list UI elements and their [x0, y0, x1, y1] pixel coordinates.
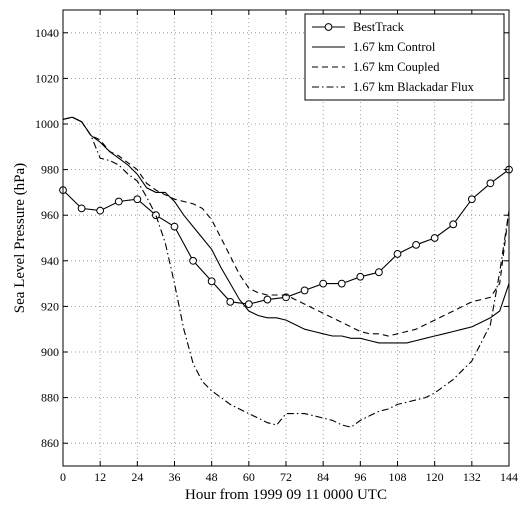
data-point — [300, 286, 309, 295]
y-tick-label: 860 — [41, 436, 59, 450]
data-point — [449, 220, 458, 229]
data-point — [467, 195, 476, 204]
series-line — [62, 169, 510, 305]
data-point — [152, 211, 160, 220]
data-point — [486, 179, 495, 188]
x-tick-label: 36 — [169, 470, 181, 484]
y-tick-label: 920 — [41, 299, 59, 313]
series-3 — [62, 116, 510, 428]
legend-label: BestTrack — [353, 20, 405, 34]
data-point — [393, 250, 402, 258]
ticks: 0 12 24 36 48 60 72 84 96 108 120 132 144 860 880 900 92… — [35, 10, 518, 484]
data-point — [114, 197, 123, 206]
data-point — [319, 279, 328, 288]
legend-label: 1.67 km Coupled — [353, 60, 440, 74]
data-point — [77, 204, 86, 213]
data-point — [263, 295, 272, 304]
x-tick-label: 48 — [206, 470, 218, 484]
legend: BestTrack 1.67 km Control 1.67 km Coupled 1… — [304, 13, 505, 101]
series-1 — [62, 116, 510, 344]
y-tick-label: 1000 — [35, 117, 59, 131]
x-tick-label: 120 — [426, 470, 444, 484]
x-tick-label: 96 — [354, 470, 366, 484]
data-point — [282, 293, 290, 302]
data-point — [133, 195, 142, 204]
series-layer — [59, 116, 513, 428]
x-tick-label: 108 — [389, 470, 407, 484]
y-tick-label: 940 — [41, 254, 59, 268]
data-point — [244, 300, 253, 309]
data-point — [170, 222, 179, 231]
data-point — [207, 277, 216, 286]
data-point — [375, 268, 383, 277]
legend-label: 1.67 km Blackadar Flux — [353, 80, 475, 94]
x-tick-label: 12 — [94, 470, 106, 484]
y-tick-label: 1020 — [35, 71, 59, 85]
y-axis-label: Sea Level Pressure (hPa) — [12, 163, 28, 313]
x-tick-label: 84 — [317, 470, 329, 484]
data-point — [189, 256, 197, 265]
data-point — [96, 206, 105, 215]
series-line — [62, 116, 510, 344]
legend-marker — [324, 23, 333, 31]
series-2 — [62, 116, 510, 337]
y-tick-label: 960 — [41, 208, 59, 222]
series-line — [62, 116, 510, 428]
x-tick-label: 144 — [500, 470, 518, 484]
x-tick-label: 0 — [60, 470, 66, 484]
data-point — [356, 272, 365, 281]
x-tick-label: 60 — [243, 470, 255, 484]
legend-label: 1.67 km Control — [353, 40, 436, 54]
data-point — [430, 234, 439, 242]
series-0 — [59, 165, 513, 309]
data-point — [337, 279, 346, 288]
x-tick-label: 132 — [463, 470, 481, 484]
y-tick-label: 980 — [41, 163, 59, 177]
series-line — [62, 116, 510, 337]
y-tick-label: 880 — [41, 391, 59, 405]
data-point — [412, 240, 420, 249]
legend-box — [304, 13, 505, 101]
data-point — [226, 297, 235, 306]
x-axis-label: Hour from 1999 09 11 0000 UTC — [185, 487, 387, 503]
x-tick-label: 24 — [131, 470, 143, 484]
y-tick-label: 900 — [41, 345, 59, 359]
x-tick-label: 72 — [280, 470, 292, 484]
y-tick-label: 1040 — [35, 26, 59, 40]
